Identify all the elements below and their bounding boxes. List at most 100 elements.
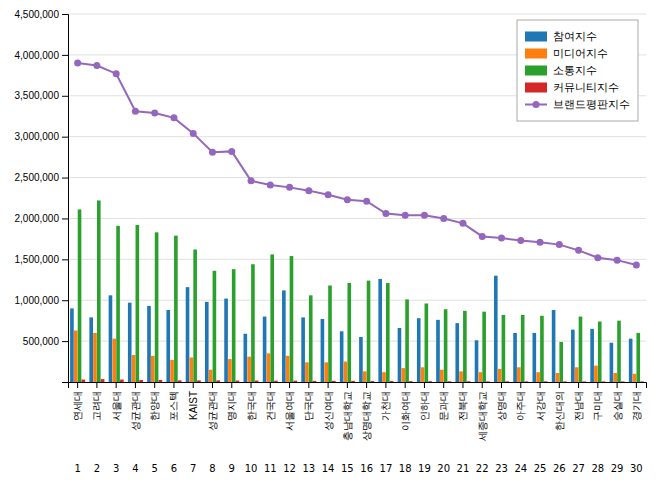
x-tick: 숭실대 <box>612 382 623 421</box>
x-tick-mark <box>328 382 329 388</box>
point <box>267 181 274 188</box>
y-tick: 3,500,000 <box>15 90 69 101</box>
x-axis: 연세대고려대서울대성균관대한양대포스텍KAIST성균관대명지대한국대건국대서울여… <box>69 382 647 441</box>
rank-label: 3 <box>113 463 119 474</box>
y-tick-mark <box>62 14 68 15</box>
y-axis: 500,0001,000,0001,500,0002,000,0002,500,… <box>15 9 69 383</box>
bar <box>247 357 251 382</box>
x-tick: 포스텍 <box>168 382 179 421</box>
bar <box>582 381 586 382</box>
point <box>325 191 332 198</box>
x-tick: 한신대의 <box>554 382 565 431</box>
rank-label: 4 <box>132 463 138 474</box>
y-tick-label: 4,000,000 <box>15 50 60 61</box>
y-tick-label: 1,000,000 <box>15 295 60 306</box>
bar <box>224 299 228 382</box>
x-tick-mark <box>308 382 309 388</box>
x-tick-label: 포스텍 <box>168 391 179 421</box>
rank-label: 25 <box>534 463 547 474</box>
bar <box>251 264 255 382</box>
line <box>78 63 637 265</box>
rank-label: 26 <box>553 463 566 474</box>
bar <box>479 372 483 382</box>
point <box>305 187 312 194</box>
x-tick-label: 서울대 <box>111 391 122 421</box>
grid-line <box>68 218 646 219</box>
x-tick-label: 전남대 <box>573 391 584 421</box>
bar <box>590 329 594 382</box>
x-tick-mark <box>96 382 97 388</box>
x-tick: 상명대학교 <box>361 382 372 441</box>
x-tick-mark <box>559 382 560 388</box>
x-tick-mark <box>443 382 444 388</box>
legend-label: 커뮤니티지수 <box>553 81 619 94</box>
point <box>228 148 235 155</box>
legend: 참여지수미디어지수소통지수커뮤니티지수브랜드평판지수 <box>517 20 638 121</box>
point <box>209 149 216 156</box>
bar <box>340 331 344 382</box>
grid-line <box>68 341 646 342</box>
rank-label: 13 <box>302 463 315 474</box>
bar <box>236 381 240 382</box>
rank-label: 23 <box>495 463 508 474</box>
y-tick-mark <box>62 55 68 56</box>
x-tick: 가천대 <box>380 382 391 421</box>
legend-item: 참여지수 <box>525 30 597 43</box>
x-tick-label: 숭실대 <box>612 391 623 421</box>
bar-series <box>82 379 644 382</box>
rank-label: 11 <box>264 463 277 474</box>
bar <box>409 381 413 382</box>
grid-line <box>68 14 646 15</box>
y-tick: 500,000 <box>23 336 68 347</box>
x-axis-line <box>69 383 647 389</box>
bar <box>636 333 640 382</box>
bar <box>455 323 459 382</box>
x-tick-label: 아주대 <box>515 391 526 421</box>
bar <box>486 381 490 382</box>
x-tick-label: 성신여대 <box>323 391 334 431</box>
x-tick-mark <box>347 382 348 388</box>
bar <box>556 373 560 382</box>
legend-swatch <box>525 66 547 76</box>
bar-series <box>78 200 640 382</box>
y-tick-label: 3,000,000 <box>15 131 60 142</box>
y-tick-mark <box>62 137 68 138</box>
bar <box>151 356 155 382</box>
x-tick: 단국대 <box>303 382 314 421</box>
bar <box>93 333 97 382</box>
rank-label: 7 <box>190 463 196 474</box>
x-tick: 건국대 <box>265 382 276 421</box>
x-tick-label: 고려대 <box>91 391 102 421</box>
x-tick-label: 한국대 <box>246 391 257 421</box>
bar <box>390 381 394 382</box>
bar <box>313 381 317 382</box>
bar <box>82 380 86 382</box>
y-tick-mark <box>62 341 68 342</box>
bar <box>216 380 220 382</box>
bar <box>159 380 163 382</box>
rank-label: 5 <box>152 463 158 474</box>
x-tick-label: 서강대 <box>535 391 546 421</box>
bar <box>482 312 486 382</box>
x-tick-label: 문과대 <box>438 391 449 421</box>
rank-label: 14 <box>322 463 335 474</box>
bar <box>382 372 386 382</box>
bar <box>290 256 294 382</box>
bar <box>594 366 598 382</box>
bar <box>332 381 336 382</box>
x-tick-mark <box>597 382 598 388</box>
x-tick-label: 연세대 <box>72 391 83 421</box>
x-tick-mark <box>173 382 174 388</box>
bar <box>359 337 363 382</box>
point <box>190 130 197 137</box>
bar <box>228 359 232 382</box>
y-tick: 1,000,000 <box>15 295 69 306</box>
bar <box>286 356 290 382</box>
bar <box>629 339 633 382</box>
bar <box>116 226 120 382</box>
bar <box>467 381 471 382</box>
point <box>151 109 158 116</box>
bar <box>70 308 74 382</box>
point <box>498 235 505 242</box>
bar <box>533 333 537 382</box>
